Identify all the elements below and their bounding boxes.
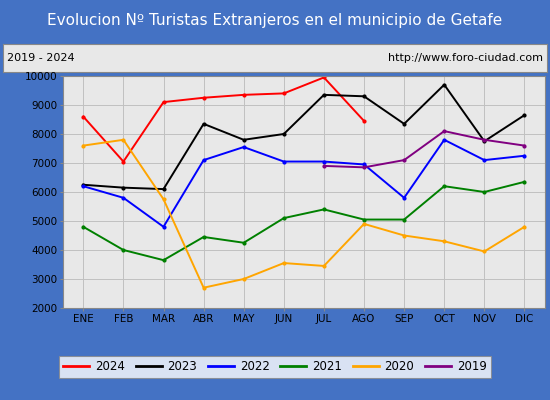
Text: 2019 - 2024: 2019 - 2024 [7,53,75,63]
Text: http://www.foro-ciudad.com: http://www.foro-ciudad.com [388,53,543,63]
Text: Evolucion Nº Turistas Extranjeros en el municipio de Getafe: Evolucion Nº Turistas Extranjeros en el … [47,14,503,28]
Legend: 2024, 2023, 2022, 2021, 2020, 2019: 2024, 2023, 2022, 2021, 2020, 2019 [59,356,491,378]
